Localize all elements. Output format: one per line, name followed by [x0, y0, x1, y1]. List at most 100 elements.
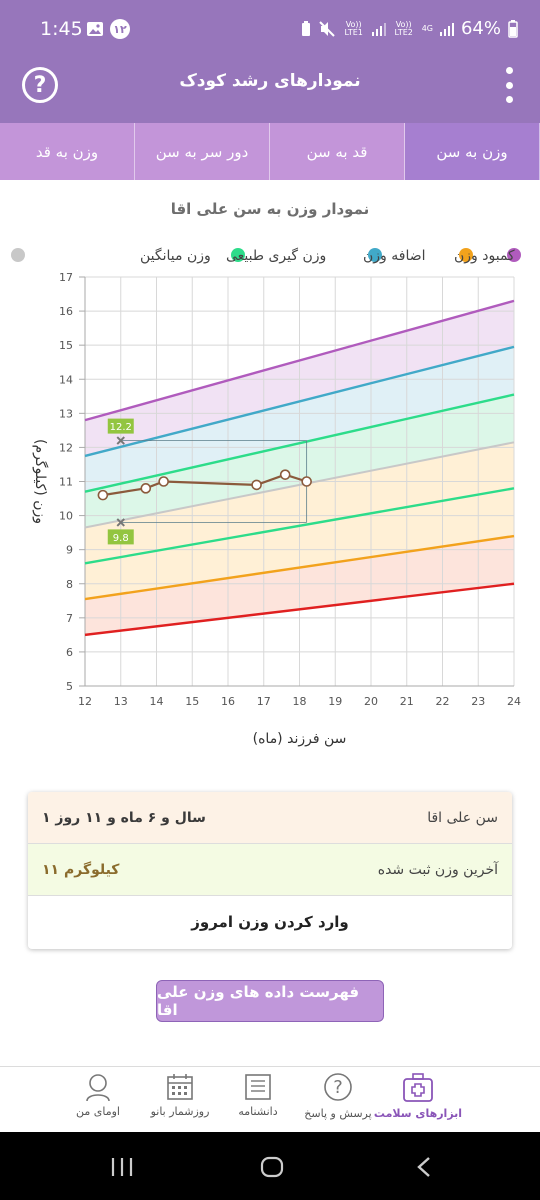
x-tick-label: 13	[114, 695, 128, 708]
x-tick-label: 24	[507, 695, 521, 708]
enter-weight-button[interactable]: وارد کردن وزن امروز	[28, 896, 512, 948]
profile-icon	[86, 1074, 110, 1102]
marker-label: 9.8	[113, 533, 129, 544]
system-navigation-bar	[0, 1132, 540, 1200]
weight-data-point	[140, 483, 152, 494]
tab-weight-for-height[interactable]: وزن به قد	[0, 123, 135, 180]
nav-item-qa[interactable]: ? پرسش و پاسخ	[290, 1071, 386, 1131]
x-tick-label: 22	[436, 695, 450, 708]
bottom-navigation: اومای من روزشمار بانو دانشنامه ? پرسش و …	[0, 1066, 540, 1132]
marker-badge	[107, 418, 134, 434]
battery-saver-icon	[301, 20, 310, 36]
reference-line-normal-lower	[84, 487, 515, 565]
legend-item: اضافه وزن	[363, 248, 426, 264]
calendar-icon	[167, 1074, 193, 1100]
nav-item-profile[interactable]: اومای من	[50, 1071, 146, 1131]
y-tick-label: 14	[59, 373, 73, 386]
nav-item-health-tools[interactable]: ابزارهای سلامت	[370, 1071, 466, 1131]
y-tick-label: 12	[59, 441, 73, 454]
battery-percent: 64%	[460, 18, 501, 39]
sim1-label: Vo)) LTE1	[344, 19, 363, 37]
status-time: 1:45	[40, 18, 83, 40]
y-tick-label: 17	[59, 271, 73, 284]
nav-item-calendar[interactable]: روزشمار بانو	[132, 1071, 228, 1131]
notification-badge: ۱۲	[110, 19, 130, 39]
y-tick-label: 5	[66, 680, 73, 693]
y-tick-label: 13	[59, 407, 73, 420]
nav-item-encyclopedia[interactable]: دانشنامه	[210, 1071, 306, 1131]
chart-legend: چاقیکمبود وزن اضافه وزن وزن گیری طبیعی وزن …	[11, 247, 521, 264]
recent-apps-icon[interactable]	[110, 1156, 134, 1178]
y-tick-label: 15	[59, 339, 73, 352]
tab-weight-for-age[interactable]: وزن به سن	[405, 123, 540, 180]
nav-label: پرسش و پاسخ	[304, 1107, 372, 1120]
more-vertical-icon	[505, 67, 513, 74]
tab-height-for-age[interactable]: قد به سن	[270, 123, 405, 180]
weight-data-point	[251, 479, 262, 491]
legend-dot	[11, 248, 25, 262]
health-kit-icon	[403, 1073, 433, 1102]
app-bar: ? نمودارهای رشد کودک	[0, 45, 540, 123]
y-tick-label: 6	[66, 646, 73, 659]
reference-line-obese	[84, 299, 515, 422]
legend-item: وزن میانگین	[11, 247, 211, 264]
legend-item: چاقی	[507, 248, 521, 262]
reference-line-underweight	[84, 534, 515, 601]
status-left-icons: ۱۲	[86, 19, 130, 39]
legend-dot	[507, 248, 521, 262]
marker-label: 12.2	[110, 422, 132, 433]
y-axis-label: وزن (کیلوگرم)	[32, 439, 49, 524]
sim2-label: Vo)) LTE2	[394, 19, 413, 37]
more-menu-button[interactable]	[504, 67, 514, 103]
y-tick-label: 7	[66, 612, 73, 625]
reference-line-severe	[84, 582, 515, 637]
reference-line-median	[84, 441, 515, 529]
signal-2-icon	[439, 22, 454, 36]
nav-label: اومای من	[76, 1105, 120, 1118]
y-tick-label: 8	[66, 578, 73, 591]
svg-text:?: ?	[333, 1077, 343, 1098]
x-tick-label: 14	[150, 695, 164, 708]
weight-row: ۱۱ کیلوگرم آخرین وزن ثبت شده	[28, 844, 512, 896]
age-value: ۱ سال و ۶ ماه و ۱۱ روز	[42, 809, 206, 826]
legend-label: کمبود وزن	[454, 248, 515, 264]
x-tick-label: 20	[364, 695, 378, 708]
weight-data-point	[158, 476, 169, 487]
tab-head-circumference[interactable]: دور سر به سن	[135, 123, 270, 180]
status-right-icons: Vo)) LTE1 Vo)) LTE2 4G 64%	[301, 18, 518, 39]
mute-icon	[318, 20, 335, 37]
home-icon[interactable]	[260, 1156, 284, 1178]
legend-dot	[368, 248, 382, 262]
page-title: نمودارهای رشد کودک	[179, 71, 361, 91]
x-tick-label: 17	[257, 695, 271, 708]
marker-cross	[116, 436, 125, 445]
legend-label: وزن میانگین	[140, 247, 211, 264]
weight-data-point	[279, 469, 291, 480]
question-circle-icon: ?	[33, 72, 47, 98]
back-icon[interactable]	[414, 1156, 434, 1178]
weight-data-point	[97, 489, 109, 501]
reference-line-overweight	[84, 345, 515, 458]
weight-for-age-chart: 12 13 14 15 16 17 18 19 20 21 22 23 24 5 6 7 8 9 10 11 12 13 1…	[32, 271, 521, 747]
child-info-card: ۱ سال و ۶ ماه و ۱۱ روز سن علی اقا ۱۱ کیل…	[28, 792, 512, 949]
y-tick-label: 11	[59, 476, 73, 489]
x-tick-label: 23	[471, 695, 485, 708]
x-tick-label: 16	[221, 695, 235, 708]
help-button[interactable]: ?	[22, 67, 58, 103]
battery-icon	[508, 19, 518, 38]
marker-badge	[107, 529, 134, 545]
signal-1-icon	[371, 22, 386, 36]
x-tick-label: 19	[328, 695, 342, 708]
chart-title: نمودار وزن به سن علی اقا	[170, 200, 370, 218]
nav-label: ابزارهای سلامت	[373, 1107, 463, 1120]
age-row: ۱ سال و ۶ ماه و ۱۱ روز سن علی اقا	[28, 792, 512, 844]
legend-dot	[459, 248, 473, 262]
weight-label: آخرین وزن ثبت شده	[377, 861, 498, 878]
legend-dot	[231, 248, 245, 262]
age-label: سن علی اقا	[427, 809, 498, 826]
x-tick-label: 15	[185, 695, 199, 708]
y-tick-label: 16	[59, 305, 73, 318]
marker-cross	[116, 518, 125, 527]
weight-list-button[interactable]: فهرست داده های وزن علی اقا	[156, 980, 384, 1022]
x-tick-label: 12	[78, 695, 92, 708]
